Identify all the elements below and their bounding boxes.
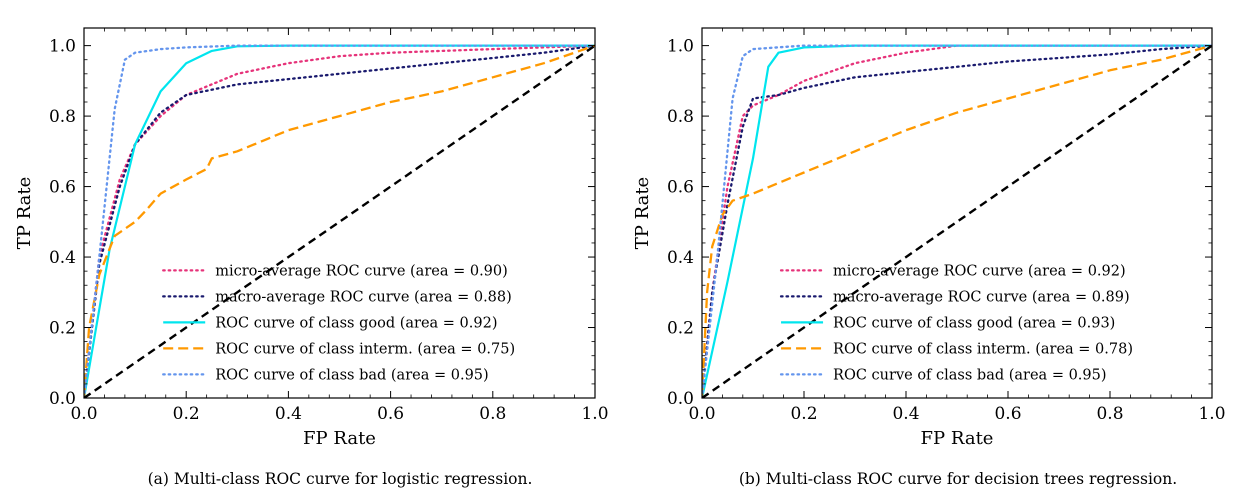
legend-entry-label: ROC curve of class bad (area = 0.95) (215, 367, 488, 383)
x-tick-label: 0.8 (1096, 404, 1123, 424)
y-axis-label: TP Rate (14, 177, 35, 249)
legend-entry-label: micro-average ROC curve (area = 0.92) (833, 263, 1126, 279)
y-tick-label: 0.4 (667, 248, 694, 268)
figure-caption: (a) Multi-class ROC curve for logistic r… (148, 470, 533, 488)
plot-area (702, 44, 1212, 398)
x-tick-label: 0.2 (173, 404, 200, 424)
x-tick-label: 0.6 (994, 404, 1021, 424)
chart-panel-b: 0.00.0 0.2 0.2 0.4 0.4 0.6 0.6 0.8 0.8 1.0 1.0 FP R… (632, 27, 1226, 488)
y-tick-label: 0.4 (49, 248, 76, 268)
y-tick-label: 0.6 (49, 178, 76, 198)
y-tick-label: 1.0 (49, 37, 76, 57)
legend: micro-average ROC curve (area = 0.90) mac… (162, 263, 515, 383)
y-tick-label: 0.8 (49, 107, 76, 127)
y-tick-label: 0.2 (49, 319, 76, 339)
x-tick-label: 0.8 (479, 404, 506, 424)
plot-area (84, 44, 595, 398)
y-tick-label: 0.8 (667, 107, 694, 127)
chart-panel-a: 0.00.0 0.2 0.2 0.4 0.4 0.6 0.6 0.8 0.8 1.0 1.0 FP R… (14, 27, 609, 488)
x-axis-label: FP Rate (303, 428, 376, 449)
y-tick-label: 0.2 (667, 319, 694, 339)
x-tick-label: 0.4 (892, 404, 919, 424)
series-line-4 (702, 44, 1212, 398)
legend-entry-label: ROC curve of class interm. (area = 0.78) (833, 341, 1133, 357)
x-tick-label: 0.0 (70, 404, 97, 424)
x-tick-label: 0.0 (688, 404, 715, 424)
figure-caption: (b) Multi-class ROC curve for decision t… (739, 470, 1177, 488)
series-line-1 (84, 44, 595, 398)
x-tick-label: 0.4 (275, 404, 302, 424)
legend-entry-label: ROC curve of class good (area = 0.93) (833, 315, 1115, 331)
legend-entry-label: ROC curve of class interm. (area = 0.75) (215, 341, 515, 357)
legend-entry-label: ROC curve of class bad (area = 0.95) (833, 367, 1106, 383)
x-tick-label: 1.0 (1198, 404, 1225, 424)
series-line-0 (84, 44, 595, 398)
legend-entry-label: micro-average ROC curve (area = 0.90) (215, 263, 508, 279)
series-line-3 (84, 44, 595, 398)
axes-frame (701, 27, 1213, 399)
axes-frame (83, 27, 596, 399)
legend-entry-label: ROC curve of class good (area = 0.92) (215, 315, 497, 331)
x-tick-label: 1.0 (581, 404, 608, 424)
legend-entry-label: macro-average ROC curve (area = 0.89) (833, 289, 1130, 305)
x-tick-label: 0.2 (790, 404, 817, 424)
y-axis-label: TP Rate (632, 177, 653, 249)
series-line-0 (702, 44, 1212, 398)
series-line-3 (702, 44, 1212, 398)
legend: micro-average ROC curve (area = 0.92) mac… (779, 263, 1133, 383)
x-tick-label: 0.6 (377, 404, 404, 424)
series-line-1 (702, 44, 1212, 398)
y-tick-label: 1.0 (667, 37, 694, 57)
y-tick-label: 0.0 (49, 389, 76, 409)
series-line-4 (84, 44, 595, 398)
legend-entry-label: macro-average ROC curve (area = 0.88) (215, 289, 512, 305)
y-tick-label: 0.0 (667, 389, 694, 409)
x-axis-label: FP Rate (921, 428, 994, 449)
y-tick-label: 0.6 (667, 178, 694, 198)
